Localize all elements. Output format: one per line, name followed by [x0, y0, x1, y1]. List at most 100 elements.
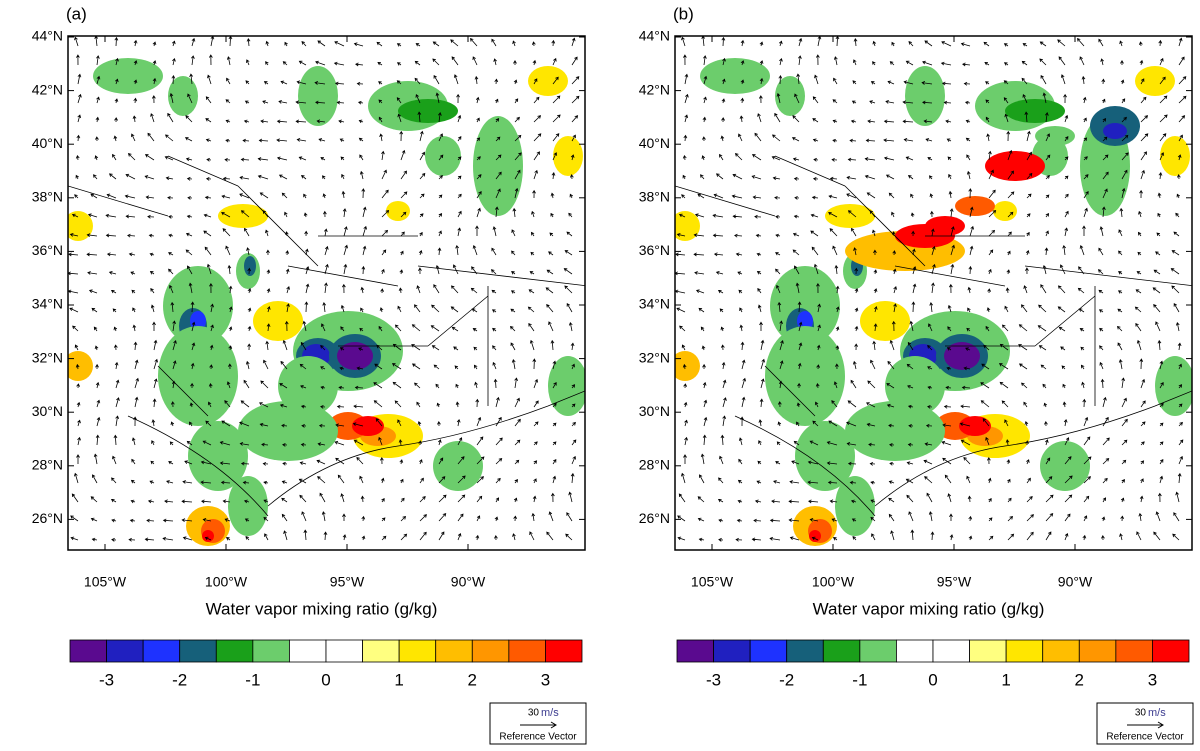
anomaly-contour — [386, 201, 410, 221]
lat-tick-label: 26°N — [32, 510, 63, 526]
map-frame — [67, 35, 586, 551]
colorbar-tick-label: 2 — [1075, 670, 1084, 689]
borders — [675, 155, 1192, 517]
lat-tick-label: 42°N — [639, 81, 670, 97]
lat-tick-label: 30°N — [32, 403, 63, 419]
lat-tick-label: 34°N — [32, 296, 63, 312]
anomaly-contour — [675, 211, 700, 241]
anomaly-contour — [238, 401, 338, 461]
colorbar-swatch — [1152, 639, 1190, 663]
colorbar-swatch — [896, 639, 934, 663]
colorbar-swatch — [545, 639, 583, 663]
anomaly-contour — [190, 311, 206, 331]
anomaly-contour — [168, 76, 198, 116]
map-frame — [674, 35, 1193, 551]
anomaly-contour — [944, 342, 980, 370]
lat-tick-label: 36°N — [32, 242, 63, 258]
reference-unit: m/s — [541, 707, 559, 719]
anomaly-contour — [972, 417, 988, 429]
colorbar-tick-label: -1 — [852, 670, 867, 689]
colorbar-swatch — [1042, 639, 1080, 663]
anomaly-contour — [825, 204, 875, 228]
colorbar-swatch — [822, 639, 861, 663]
colorbar-swatch — [932, 639, 970, 663]
lat-tick-label: 38°N — [639, 189, 670, 205]
colorbar-swatch — [713, 639, 751, 663]
colorbar-swatch — [859, 639, 897, 663]
lat-tick-label: 40°N — [32, 135, 63, 151]
colorbar-swatch — [749, 639, 788, 663]
anomaly-contour — [218, 204, 268, 228]
colorbar-tick-label: 0 — [928, 670, 937, 689]
anomaly-contour — [433, 441, 483, 491]
anomaly-contour — [1160, 136, 1190, 176]
anomaly-contour — [298, 66, 338, 126]
anomaly-contour — [228, 476, 268, 536]
anomaly-contour — [675, 351, 700, 381]
lat-tick-label: 44°N — [639, 28, 670, 44]
colorbar-tick-label: 2 — [468, 670, 477, 689]
anomaly-contour — [1135, 66, 1175, 96]
map-panel: (a)44°N 42°N 40°N 38°N 36°N 34°N 32°N 30°N 28°N 2… — [32, 4, 587, 745]
colorbar-swatch — [252, 639, 290, 663]
lon-tick-label: 100°W — [205, 574, 248, 590]
anomaly-contour — [202, 530, 214, 542]
anomaly-contour — [278, 356, 338, 416]
anomaly-contour — [1040, 441, 1090, 491]
lat-tick-label: 38°N — [32, 189, 63, 205]
lat-tick-label: 32°N — [32, 349, 63, 365]
colorbar-tick-label: -3 — [706, 670, 721, 689]
panel-label: (b) — [673, 4, 694, 23]
reference-speed: 30 — [1135, 708, 1147, 719]
lat-tick-label: 30°N — [639, 403, 670, 419]
anomaly-contour — [700, 58, 770, 94]
colorbar-tick-label: 3 — [541, 670, 550, 689]
colorbar-swatch — [471, 639, 510, 663]
colorbar-tick-label: -2 — [779, 670, 794, 689]
anomaly-contour — [993, 201, 1017, 221]
anomaly-contour — [473, 116, 523, 216]
anomaly-contour — [1155, 356, 1192, 416]
colorbar-swatch — [289, 639, 327, 663]
lat-tick-label: 44°N — [32, 28, 63, 44]
colorbar-swatch — [215, 639, 254, 663]
anomaly-contour — [158, 326, 238, 426]
colorbar-swatch — [69, 639, 107, 663]
reference-vector-box — [489, 702, 587, 745]
colorbar-swatch — [179, 639, 217, 663]
reference-arrow — [520, 721, 557, 729]
anomaly-contour — [809, 530, 821, 542]
anomaly-contour — [955, 196, 995, 216]
reference-label: Reference Vector — [499, 732, 577, 743]
colorbar-swatch — [1005, 639, 1044, 663]
anomaly-contour — [1035, 126, 1075, 146]
lat-tick-label: 36°N — [639, 242, 670, 258]
anomaly-contour — [985, 151, 1045, 181]
anomaly-contour — [775, 76, 805, 116]
panel-label: (a) — [66, 4, 87, 23]
anomaly-contour — [68, 351, 93, 381]
colorbar-swatch — [969, 639, 1007, 663]
lon-tick-label: 105°W — [84, 574, 127, 590]
anomaly-contour — [188, 421, 248, 491]
colorbar-swatch — [1078, 639, 1117, 663]
lon-tick-label: 100°W — [812, 574, 855, 590]
lat-tick-label: 28°N — [639, 457, 670, 473]
lat-tick-label: 26°N — [639, 510, 670, 526]
reference-unit: m/s — [1148, 707, 1166, 719]
anomaly-contour — [244, 256, 256, 276]
anomaly-contour — [797, 311, 813, 331]
lon-tick-label: 95°W — [937, 574, 972, 590]
map-panel: (b)44°N 42°N 40°N 38°N 36°N 34°N 32°N 30°N 28°N 2… — [639, 4, 1194, 745]
colorbar-swatch — [106, 639, 144, 663]
reference-vector-box — [1096, 702, 1194, 745]
colorbar-tick-label: 1 — [394, 670, 403, 689]
reference-speed: 30 — [528, 708, 540, 719]
anomaly-contour — [925, 216, 965, 236]
anomaly-contour — [365, 417, 381, 429]
map-area — [68, 36, 585, 550]
wind-vectors — [675, 36, 1187, 542]
colorbar-tick-label: 3 — [1148, 670, 1157, 689]
colorbar-swatch — [362, 639, 400, 663]
